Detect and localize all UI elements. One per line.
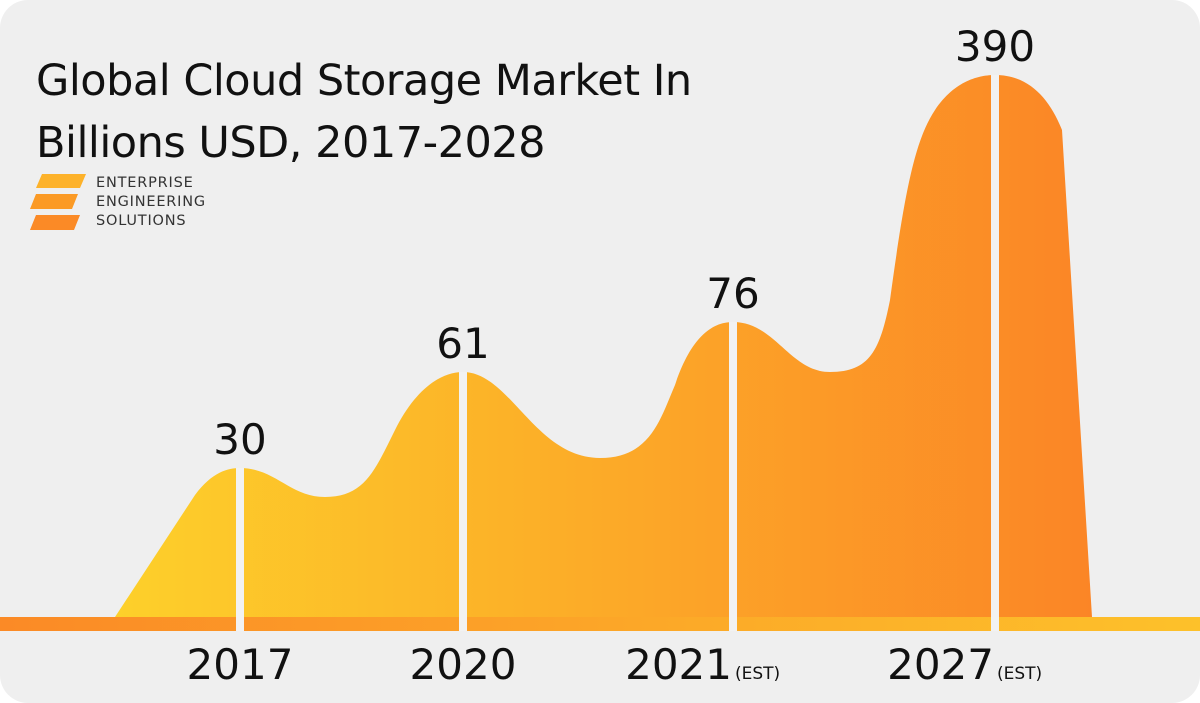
x-tick-label: 2027 (887, 640, 994, 689)
area-series (115, 75, 1092, 617)
brand-logo: ENTERPRISE ENGINEERING SOLUTIONS (28, 172, 206, 232)
x-tick-note: (EST) (997, 664, 1042, 684)
x-tick-note: (EST) (735, 664, 780, 684)
divider-line (459, 372, 467, 631)
data-label: 61 (436, 319, 489, 368)
brand-line: SOLUTIONS (96, 212, 187, 229)
x-tick-label: 2017 (187, 640, 294, 689)
brand-line: ENTERPRISE (96, 174, 194, 191)
x-tick-label: 2021 (625, 640, 732, 689)
brand-line: ENGINEERING (96, 193, 206, 210)
stacked-e-logo-icon (30, 174, 86, 230)
divider-line (236, 468, 244, 631)
data-label: 390 (955, 22, 1035, 71)
chart-title: Global Cloud Storage Market In Billions … (36, 56, 692, 168)
divider-line (729, 322, 737, 631)
x-tick-label: 2020 (410, 640, 517, 689)
baseline-band (0, 617, 1200, 631)
divider-line (991, 75, 999, 631)
data-label: 30 (213, 415, 266, 464)
data-label: 76 (706, 269, 759, 318)
